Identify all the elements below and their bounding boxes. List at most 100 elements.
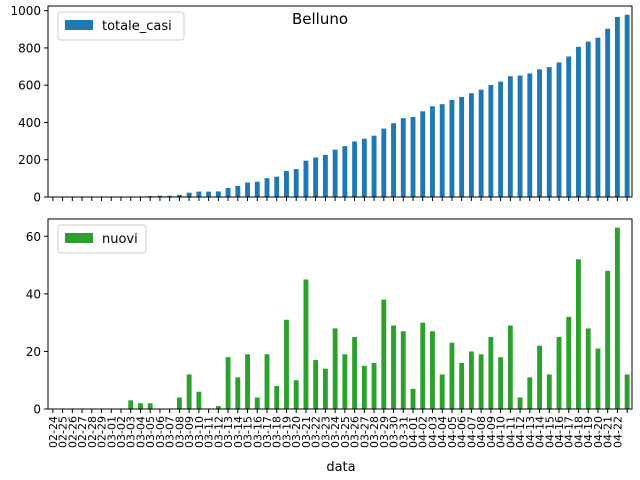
x-tick-label: 03-20 — [290, 416, 303, 448]
x-tick-label: 04-07 — [465, 416, 478, 448]
bar-totale-casi — [293, 169, 299, 197]
bar-nuovi — [371, 362, 377, 409]
bar-totale-casi — [488, 85, 494, 197]
bar-nuovi — [186, 374, 192, 409]
x-tick-label: 03-12 — [212, 416, 225, 448]
x-tick-label: 04-16 — [553, 416, 566, 448]
x-tick-label: 03-02 — [115, 416, 128, 448]
x-tick-label: 03-04 — [134, 416, 147, 448]
bar-nuovi — [605, 270, 611, 409]
y-tick-label: 20 — [26, 345, 41, 359]
x-tick-label: 03-07 — [164, 416, 177, 448]
bar-nuovi — [361, 365, 367, 409]
bar-nuovi — [576, 259, 581, 409]
bar-nuovi — [381, 299, 387, 409]
bar-nuovi — [352, 337, 358, 409]
bar-nuovi — [595, 348, 601, 409]
x-tick-label: 03-29 — [378, 416, 391, 448]
x-tick-label: 03-15 — [242, 416, 255, 448]
x-axis-label: data — [326, 460, 355, 475]
bar-nuovi — [439, 374, 445, 409]
bottom-panel: 020406002-2402-2502-2602-2702-2802-2903-… — [26, 218, 633, 448]
bar-nuovi — [430, 331, 435, 409]
bar-totale-casi — [167, 195, 173, 197]
bar-nuovi — [585, 328, 591, 409]
x-tick-label: 04-01 — [407, 416, 420, 448]
x-tick-label: 04-12 — [514, 416, 527, 448]
bar-nuovi — [420, 322, 426, 409]
chart-title: Belluno — [292, 10, 348, 28]
bar-totale-casi — [595, 37, 601, 198]
x-tick-label: 03-10 — [193, 416, 206, 448]
bar-nuovi — [322, 368, 328, 409]
bar-totale-casi — [225, 188, 231, 197]
bar-totale-casi — [371, 135, 377, 197]
x-tick-label: 03-08 — [173, 416, 186, 448]
x-tick-label: 03-19 — [280, 416, 293, 448]
y-tick-label: 0 — [33, 403, 41, 417]
x-tick-label: 03-13 — [222, 416, 235, 448]
bar-totale-casi — [206, 191, 212, 197]
y-tick-label: 400 — [18, 116, 41, 130]
y-tick-label: 1000 — [10, 4, 41, 18]
bar-nuovi — [566, 316, 572, 409]
x-tick-label: 04-15 — [543, 416, 556, 448]
x-tick-label: 03-09 — [183, 416, 196, 448]
x-tick-label: 03-28 — [368, 416, 381, 448]
x-tick-label: 02-27 — [76, 416, 89, 448]
x-tick-label: 02-26 — [66, 416, 79, 448]
bar-totale-casi — [157, 195, 163, 197]
bar-totale-casi — [284, 170, 289, 197]
x-tick-label: 04-05 — [446, 416, 459, 448]
bar-nuovi — [410, 388, 416, 409]
bar-totale-casi — [585, 41, 591, 198]
bar-totale-casi — [176, 194, 182, 197]
bar-nuovi — [459, 362, 465, 409]
bar-nuovi — [215, 406, 221, 409]
x-tick-label: 03-14 — [232, 416, 245, 448]
bar-totale-casi — [332, 149, 338, 197]
x-tick-label: 03-30 — [388, 416, 401, 448]
x-tick-label: 03-05 — [144, 416, 157, 448]
bar-totale-casi — [459, 96, 465, 197]
bar-totale-casi — [215, 191, 221, 197]
bar-totale-casi — [361, 138, 367, 197]
bar-totale-casi — [449, 99, 455, 197]
x-tick-label: 04-03 — [426, 416, 439, 448]
bar-nuovi — [614, 227, 620, 409]
x-tick-label: 03-26 — [349, 416, 362, 448]
bar-nuovi — [624, 374, 630, 409]
x-tick-label: 04-20 — [592, 416, 605, 448]
x-tick-label: 02-29 — [96, 416, 109, 448]
bar-totale-casi — [517, 75, 523, 197]
x-tick-label: 03-11 — [203, 416, 216, 448]
bar-totale-casi — [186, 192, 192, 197]
top-panel: 0 200 400 600 800 1000 — [10, 4, 633, 205]
bar-nuovi — [546, 374, 552, 409]
bar-totale-casi — [303, 160, 309, 197]
x-tick-label: 02-25 — [57, 416, 70, 448]
bar-nuovi — [527, 377, 533, 409]
bar-nuovi — [128, 400, 134, 409]
bar-nuovi — [303, 279, 309, 409]
bar-totale-casi — [381, 128, 387, 197]
bar-nuovi — [274, 385, 280, 409]
legend-label-totale-casi: totale_casi — [102, 19, 172, 34]
y-tick-label: 200 — [18, 153, 41, 167]
x-tick-label: 04-18 — [572, 416, 585, 448]
bar-nuovi — [196, 391, 202, 409]
x-tick-label: 04-13 — [524, 416, 537, 448]
bar-nuovi — [468, 351, 474, 409]
bar-nuovi — [147, 403, 153, 409]
bar-totale-casi — [537, 69, 542, 197]
y-tick-label: 800 — [18, 41, 41, 55]
bar-nuovi — [225, 357, 231, 409]
x-tick-label: 03-23 — [319, 416, 332, 448]
bar-totale-casi — [313, 157, 319, 197]
bar-nuovi — [488, 337, 494, 409]
x-tick-label: 04-19 — [582, 416, 595, 448]
x-tick-label: 03-24 — [329, 416, 342, 448]
legend-swatch-nuovi — [65, 233, 93, 243]
bar-totale-casi — [439, 104, 445, 197]
bar-totale-casi — [196, 191, 202, 197]
